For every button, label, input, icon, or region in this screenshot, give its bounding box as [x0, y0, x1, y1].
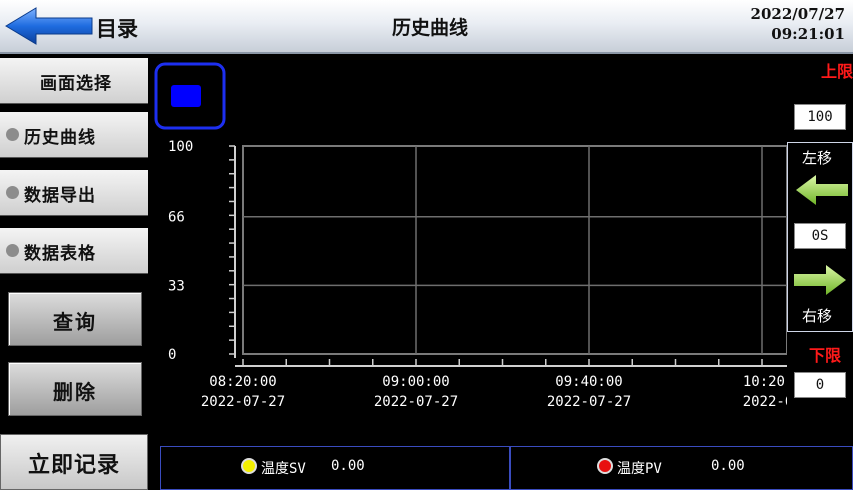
datetime-display: 2022/07/27 09:21:01 [751, 4, 845, 44]
history-chart: 100 66 33 0 08:20:00 2022-07-27 09:00:00 2022-0… [150, 54, 827, 434]
x-tick-time-label: 09:00:00 [382, 374, 449, 390]
y-tick-label: 0 [168, 347, 176, 363]
shift-offset-display[interactable]: 0S [794, 223, 846, 249]
delete-label: 删除 [53, 380, 97, 404]
plot-frame [242, 145, 788, 355]
back-to-menu-button[interactable]: 目录 [4, 6, 150, 46]
shift-left-button[interactable] [792, 169, 850, 211]
screen-select-header: 画面选择 [0, 58, 148, 104]
upper-limit-input[interactable]: 100 [794, 104, 846, 130]
sv-value: 0.00 [331, 458, 365, 474]
lower-limit-label: 下限 [809, 346, 842, 365]
back-arrow-icon [5, 7, 93, 45]
header-bar: 目录 历史曲线 2022/07/27 09:21:01 [0, 0, 853, 54]
pv-value: 0.00 [711, 458, 745, 474]
query-button[interactable]: 查询 [8, 292, 142, 346]
chart-canvas: 100 66 33 0 08:20:00 2022-07-27 09:00:00 2022-0… [154, 62, 827, 410]
shift-control-group: 左移 0S [787, 142, 853, 332]
sidebar: 画面选择 历史曲线 数据导出 数据表格 查询 删除 立即记录 [0, 54, 148, 490]
sidebar-item-history-curve[interactable]: 历史曲线 [0, 112, 148, 158]
legend-frame [154, 62, 226, 130]
y-tick-label: 100 [168, 139, 193, 155]
time-text: 09:21:01 [771, 25, 845, 43]
y-tick-label: 66 [168, 210, 185, 226]
pv-indicator-icon [597, 458, 613, 474]
arrow-left-icon [796, 175, 848, 205]
shift-right-label: 右移 [802, 307, 833, 325]
sidebar-item-label: 数据表格 [24, 244, 96, 264]
sidebar-item-data-table[interactable]: 数据表格 [0, 228, 148, 274]
shift-right-button[interactable] [792, 259, 850, 301]
sidebar-item-label: 数据导出 [24, 186, 96, 206]
x-tick-date-label: 2022-07-27 [743, 394, 787, 410]
delete-button[interactable]: 删除 [8, 362, 142, 416]
date-text: 2022/07/27 [750, 5, 845, 23]
sv-label: 温度SV [261, 461, 306, 477]
y-tick-label: 33 [168, 278, 185, 294]
x-tick-date-label: 2022-07-27 [547, 394, 631, 410]
query-label: 查询 [53, 310, 97, 334]
back-label: 目录 [96, 17, 138, 41]
sidebar-item-label: 历史曲线 [24, 128, 96, 148]
x-tick-date-label: 2022-07-27 [374, 394, 458, 410]
right-control-panel: 上限 100 左移 0S [787, 54, 853, 434]
radio-dot-icon [6, 244, 19, 257]
footer-readout-bar: 温度SV 0.00 温度PV 0.00 [150, 434, 853, 490]
sv-indicator-icon [241, 458, 257, 474]
sidebar-item-data-export[interactable]: 数据导出 [0, 170, 148, 216]
screen-select-label: 画面选择 [40, 74, 112, 94]
x-tick-time-label: 10:20 [743, 374, 785, 390]
shift-left-label: 左移 [802, 149, 833, 167]
record-now-button[interactable]: 立即记录 [0, 434, 148, 490]
record-now-label: 立即记录 [27, 452, 120, 478]
radio-dot-icon [6, 186, 19, 199]
x-tick-time-label: 09:40:00 [555, 374, 622, 390]
lower-limit-input[interactable]: 0 [794, 372, 846, 398]
x-tick-time-label: 08:20:00 [209, 374, 276, 390]
arrow-right-icon [794, 265, 846, 295]
page-title: 历史曲线 [392, 17, 469, 39]
x-tick-date-label: 2022-07-27 [201, 394, 285, 410]
sv-readout: 温度SV 0.00 [160, 446, 510, 490]
pv-label: 温度PV [617, 461, 662, 477]
upper-limit-label: 上限 [821, 62, 853, 81]
radio-dot-icon [6, 128, 19, 141]
series-legend-swatch[interactable] [171, 85, 201, 107]
pv-readout: 温度PV 0.00 [510, 446, 853, 490]
